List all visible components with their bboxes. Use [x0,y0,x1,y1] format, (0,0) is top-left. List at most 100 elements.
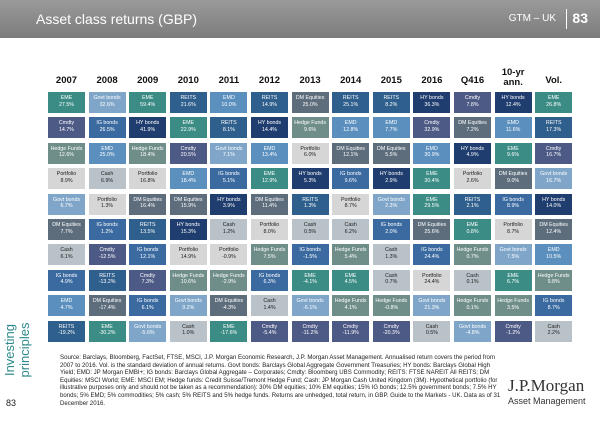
asset-return: 13.4% [261,152,278,159]
asset-name: IG bonds [421,247,443,254]
asset-name: Hedge Funds [334,298,367,305]
asset-name: IG bonds [502,196,524,203]
asset-return: 12.4% [505,101,521,108]
asset-return: 0.5% [304,228,317,235]
asset-return: -11.9% [342,330,359,337]
logo-sub: Asset Management [508,396,586,406]
asset-cell: EMD 4.7% [48,295,85,317]
asset-name: IG bonds [96,120,118,127]
asset-name: Hedge Funds [537,272,570,279]
asset-cell: DM Equities 11.4% [251,193,288,215]
asset-return: 5.1% [222,177,235,184]
asset-name: DM Equities [498,171,528,178]
asset-cell: IG bonds 26.5% [88,117,126,139]
asset-name: Govt bonds [458,323,487,330]
asset-name: Hedge Funds [253,247,286,254]
asset-name: Cash [547,323,560,330]
asset-return: 9.6% [344,177,357,184]
asset-cell: EME 27.5% [48,92,85,113]
asset-return: 29.5% [424,203,440,210]
asset-cell: REITS 2.1% [454,193,491,215]
asset-cell: Hedge Funds 7.5% [251,244,288,266]
asset-name: REITS [99,272,115,279]
logo-name: J.P.Morgan [508,376,585,395]
asset-cell: EMD 25.0% [88,142,126,164]
asset-cell: Portfolio 2.6% [454,168,491,190]
asset-return: -17.6% [220,330,238,337]
asset-cell: HY bonds 5.3% [291,168,329,190]
asset-cell: HY bonds 2.9% [372,168,410,190]
asset-return: 9.8% [547,279,560,286]
asset-cell: Govt bonds -6.1% [291,295,329,317]
column-header: Vol. [545,75,563,86]
asset-name: Cash [385,272,398,279]
asset-cell: DM Equities 7.7% [48,219,85,240]
guide-code: GTM – UK [508,13,556,24]
asset-name: Cmdty [343,323,359,330]
asset-name: Portfolio [462,171,483,178]
asset-name: EME [304,272,316,279]
asset-cell: IG bonds -1.5% [291,244,329,266]
asset-name: DM Equities [133,196,162,203]
asset-cell: Portfolio 14.9% [169,244,207,266]
column-header: 2015 [380,75,402,86]
asset-cell: IG bonds 2.0% [372,219,410,240]
asset-name: Hedge Funds [497,298,529,305]
asset-cell: Cash 1.0% [169,320,207,342]
asset-cell: EME 0.8% [454,219,491,240]
asset-return: 7.5% [263,253,276,260]
asset-return: 3.5% [507,304,520,311]
asset-name: REITS [139,222,156,228]
asset-name: Portfolio [97,196,117,203]
asset-return: 8.9% [507,203,520,210]
asset-return: 7.7% [60,228,73,235]
asset-cell: Hedge Funds 0.7% [454,244,491,266]
asset-cell: Govt bonds -4.8% [454,320,491,342]
asset-cell: Portfolio 1.3% [88,193,126,215]
column-header: 2016 [421,75,443,86]
asset-name: Hedge Funds [334,247,367,254]
asset-cell: Govt bonds 32.6% [88,92,126,113]
asset-name: IG bonds [55,272,78,279]
asset-name: EME [60,95,73,101]
asset-name: EMD [344,120,357,127]
asset-name: Cash [385,247,398,254]
asset-cell: IG bonds 24.4% [413,244,451,266]
asset-return: 10.0% [221,101,237,108]
asset-name: EME [507,272,519,279]
asset-name: Govt bonds [52,196,81,203]
asset-name: Cmdty [383,323,399,330]
asset-cell: HY bonds 12.4% [494,92,532,113]
asset-name: Cmdty [505,323,521,330]
asset-cell: Cash 6.2% [332,219,370,240]
asset-return: 4.1% [344,304,357,311]
asset-cell: EME 29.5% [413,193,451,215]
asset-return: -30.2% [98,330,116,337]
asset-cell: REITS 1.3% [291,193,329,215]
asset-return: -19.2% [58,330,75,337]
asset-return: 1.3% [385,253,398,260]
asset-return: 7.7% [385,126,398,133]
asset-name: EME [507,145,519,152]
asset-return: 16.8% [140,177,156,184]
asset-name: Hedge Funds [375,298,408,305]
asset-cell: DM Equities 5.5% [372,142,410,164]
asset-cell: EMD 10.0% [210,92,248,113]
asset-cell: Portfolio 6.0% [291,142,329,164]
asset-name: DM Equities [255,196,284,203]
asset-cell: EMD 10.5% [535,244,573,266]
asset-cell: EME -4.1% [291,269,329,291]
asset-name: Hedge Funds [456,298,489,305]
asset-name: IG bonds [136,247,159,254]
asset-return: 4.5% [344,279,357,286]
asset-cell: REITS 17.3% [535,117,573,139]
column-header: 2007 [55,75,78,86]
asset-name: DM Equities [214,298,244,305]
asset-cell: Hedge Funds -0.8% [372,295,410,317]
asset-return: 2.0% [385,228,398,235]
asset-return: 15.9% [180,203,196,210]
column-header: 2012 [258,75,281,86]
asset-return: 2.1% [466,203,479,210]
asset-cell: Hedge Funds 4.1% [332,295,370,317]
asset-name: EMD [547,247,560,254]
